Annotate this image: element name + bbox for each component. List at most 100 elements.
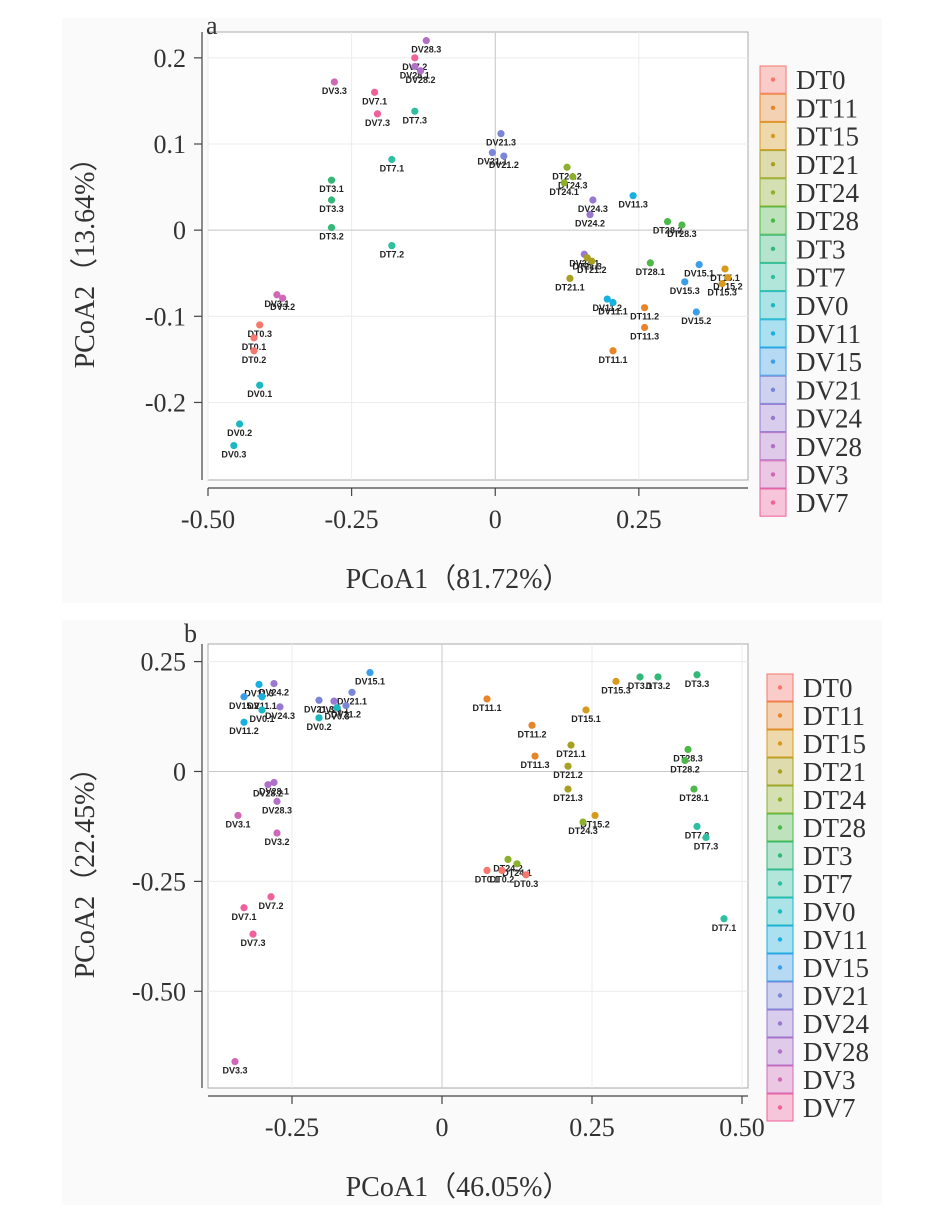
legend-dot: [770, 415, 776, 421]
legend-item: DT7: [766, 869, 853, 899]
data-point: [567, 741, 575, 749]
data-point-label: DV15.1: [355, 677, 385, 687]
data-point: [609, 298, 617, 307]
legend-label: DT11: [796, 93, 858, 123]
y-tick-label: 0: [173, 216, 186, 245]
data-point: [586, 211, 594, 219]
legend-label: DT21: [803, 757, 866, 787]
data-point-label: DT0.1: [475, 874, 500, 884]
legend-label: DV0: [796, 291, 849, 321]
legend-item: DV28: [759, 432, 862, 462]
panel-a: -0.50 -0.25 0 0.25 0.2 0.1 0 -0.1 -0.2 a PCoA1（81.…: [62, 11, 882, 603]
legend-dot: [770, 190, 776, 195]
data-point: [609, 347, 617, 355]
legend-label: DV11: [796, 319, 861, 349]
data-point-label: DV11.2: [592, 303, 622, 313]
data-point-label: DV0.3: [324, 712, 349, 722]
data-point: [504, 855, 512, 864]
legend-dot: [770, 133, 776, 139]
legend-dot: [777, 853, 783, 858]
data-point: [497, 130, 505, 138]
data-point-label: DV15.1: [684, 269, 714, 279]
legend-item: DT28: [759, 206, 859, 236]
data-point: [684, 745, 692, 754]
data-point: [531, 752, 539, 760]
y-tick-label: 0.1: [154, 130, 187, 159]
data-point: [566, 274, 574, 282]
y-tick-label: 0.2: [154, 44, 187, 73]
data-point: [488, 149, 496, 157]
data-point: [273, 291, 281, 299]
data-point-label: DT11.2: [630, 312, 659, 322]
data-point-label: DV11.2: [229, 726, 259, 736]
legend-label: DV3: [796, 460, 849, 490]
data-point: [589, 196, 597, 204]
legend-item: DT0: [759, 65, 846, 95]
legend-item: DV15: [766, 953, 869, 983]
data-point-label: DV15.2: [681, 316, 711, 326]
x-tick-label: -0.50: [181, 505, 235, 534]
data-point-label: DV7.1: [231, 912, 256, 922]
data-point: [678, 221, 686, 229]
legend-dot: [777, 937, 783, 942]
data-point-label: DT11.1: [472, 703, 501, 713]
data-point-label: DT21.2: [577, 265, 607, 275]
legend-item: DV28: [766, 1037, 869, 1067]
legend-label: DT28: [803, 813, 866, 843]
data-point-label: DT24.2: [552, 171, 582, 181]
data-point-label: DV24.2: [575, 219, 605, 229]
data-point: [603, 295, 611, 303]
data-point: [240, 693, 248, 701]
data-point: [681, 756, 689, 765]
data-point-label: DV21.3: [304, 704, 334, 714]
legend-dot: [770, 387, 776, 392]
legend-item: DV24: [766, 1009, 869, 1039]
data-point: [267, 893, 275, 901]
legend-label: DT0: [803, 673, 853, 703]
data-point-label: DT21.3: [572, 262, 602, 272]
legend-item: DV21: [766, 981, 869, 1011]
data-point: [234, 811, 242, 820]
legend-dot: [777, 741, 783, 746]
data-point-label: DV0.1: [247, 389, 272, 399]
data-point: [681, 278, 689, 286]
y-axis-title: PCoA2（22.45%）: [69, 754, 101, 979]
data-point: [264, 781, 272, 789]
legend-item: DT21: [759, 150, 859, 180]
data-point-label: DV7.3: [240, 938, 265, 948]
legend-item: DT28: [766, 813, 866, 843]
data-point-label: DT28.2: [670, 764, 700, 774]
data-point-label: DV0.2: [227, 428, 252, 438]
data-point: [279, 294, 287, 302]
data-point: [588, 257, 596, 265]
legend-item: DV3: [766, 1065, 856, 1095]
legend-label: DV3: [803, 1065, 856, 1095]
legend-item: DV7: [766, 1093, 856, 1123]
data-point-label: DT15.2: [580, 819, 610, 829]
data-point-label: DT24.3: [568, 826, 598, 836]
data-point: [513, 860, 521, 868]
pcoa-chart-b: -0.25 0 0.25 0.50 0.25 0 -0.25 -0.50 b PCoA1（46.0…: [69, 619, 869, 1203]
data-point-label: DV24.3: [265, 711, 295, 721]
data-point: [315, 714, 323, 722]
data-point: [422, 37, 430, 45]
data-point-label: DT11.2: [517, 729, 546, 739]
data-point: [411, 107, 419, 115]
legend-item: DV24: [759, 404, 862, 434]
data-point-label: DV11.1: [247, 701, 277, 711]
legend-item: DV0: [759, 291, 849, 321]
legend-dot: [770, 331, 776, 336]
data-point: [693, 822, 701, 831]
data-point: [330, 78, 338, 86]
data-point-label: DV21.1: [337, 696, 367, 706]
data-point: [629, 192, 637, 200]
legend-dot: [777, 797, 783, 802]
data-point-label: DT11.1: [598, 355, 627, 365]
x-tick-label: -0.25: [265, 1113, 319, 1142]
data-point-label: DV28.1: [259, 786, 289, 796]
data-point: [270, 778, 278, 787]
data-point: [692, 308, 700, 316]
legend-item: DT7: [759, 263, 846, 293]
data-point: [640, 323, 649, 332]
legend-dot: [770, 162, 776, 167]
